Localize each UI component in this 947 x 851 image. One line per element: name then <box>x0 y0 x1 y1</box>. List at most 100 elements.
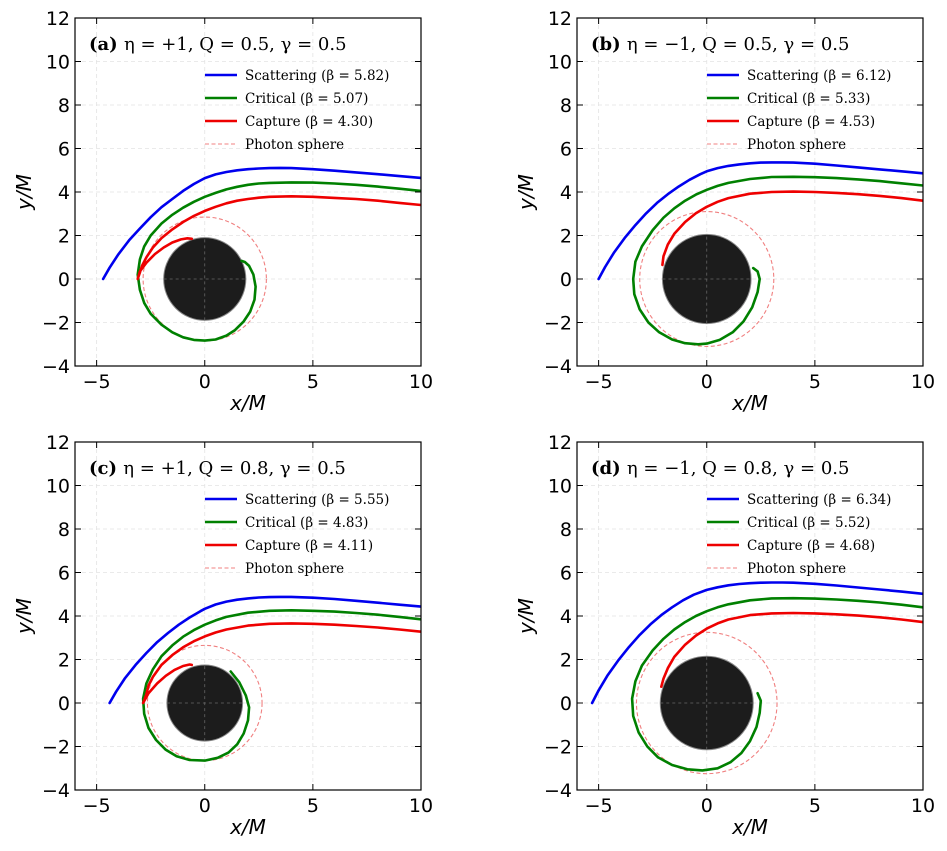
y-tick-label: −2 <box>544 737 572 759</box>
legend-a: Scattering (β = 5.82) Critical (β = 5.07)… <box>205 68 389 153</box>
legend-label: Scattering (β = 5.55) <box>245 492 389 508</box>
x-tick-label: 0 <box>199 371 211 393</box>
y-tick-label: 2 <box>560 226 572 248</box>
y-axis-label: y/M <box>514 598 538 635</box>
y-tick-label: 6 <box>560 563 572 585</box>
legend-label: Scattering (β = 5.82) <box>245 68 389 84</box>
y-tick-label: 10 <box>46 52 70 74</box>
y-tick-label: 12 <box>548 432 572 454</box>
panel-letter: (a) <box>89 34 124 55</box>
y-tick-label: 6 <box>58 139 70 161</box>
legend-label: Critical (β = 5.33) <box>747 91 870 107</box>
y-tick-label: 2 <box>58 650 70 672</box>
y-tick-label: 8 <box>58 519 70 541</box>
x-tick-label: 10 <box>911 795 935 817</box>
series-critical-c <box>141 609 421 762</box>
y-tick-label: 8 <box>560 519 572 541</box>
y-tick-label: 0 <box>560 693 572 715</box>
y-tick-label: 8 <box>560 95 572 117</box>
x-tick-label: 10 <box>409 795 433 817</box>
y-tick-label: −2 <box>544 313 572 335</box>
panel-params: η = −1, Q = 0.5, γ = 0.5 <box>627 34 850 55</box>
series-scattering-d <box>590 581 923 705</box>
x-tick-label: 5 <box>809 795 821 817</box>
y-tick-label: 2 <box>560 650 572 672</box>
x-tick-label: 0 <box>701 795 713 817</box>
legend-label: Photon sphere <box>747 561 846 577</box>
panel-params: η = +1, Q = 0.5, γ = 0.5 <box>124 34 347 55</box>
x-tick-label: 0 <box>701 371 713 393</box>
y-tick-label: 2 <box>58 226 70 248</box>
plot-area-d <box>590 581 923 775</box>
legend-label: Photon sphere <box>245 561 344 577</box>
x-tick-label: 10 <box>911 371 935 393</box>
series-critical-a <box>136 181 421 342</box>
panel-letter: (d) <box>591 458 627 479</box>
legend-label: Critical (β = 5.07) <box>245 91 368 107</box>
y-tick-label: −4 <box>42 356 70 378</box>
y-tick-label: 4 <box>560 182 572 204</box>
x-tick-label: −5 <box>83 371 111 393</box>
y-tick-label: 12 <box>46 8 70 30</box>
panel-a: −5 0 5 10 −4 −2 0 2 4 6 8 10 12 x/M y/M (a) η = +1, Q =… <box>12 8 433 415</box>
legend-d: Scattering (β = 6.34) Critical (β = 5.52)… <box>707 492 891 577</box>
y-tick-label: −4 <box>544 356 572 378</box>
legend-label: Capture (β = 4.11) <box>245 538 373 554</box>
series-capture-a <box>136 195 421 281</box>
y-tick-label: −2 <box>42 737 70 759</box>
y-tick-label: −4 <box>42 780 70 802</box>
legend-label: Scattering (β = 6.34) <box>747 492 891 508</box>
y-tick-label: 0 <box>58 269 70 291</box>
y-tick-label: 8 <box>58 95 70 117</box>
x-tick-label: 10 <box>409 371 433 393</box>
y-tick-label: 4 <box>58 606 70 628</box>
x-tick-label: 5 <box>307 795 319 817</box>
panel-letter: (b) <box>591 34 627 55</box>
panel-title: (d) η = −1, Q = 0.8, γ = 0.5 <box>591 458 849 479</box>
y-axis-label: y/M <box>514 174 538 211</box>
x-tick-label: −5 <box>83 795 111 817</box>
y-tick-label: 10 <box>46 476 70 498</box>
series-capture-b <box>661 190 923 267</box>
y-axis-label: y/M <box>12 174 36 211</box>
panel-title: (a) η = +1, Q = 0.5, γ = 0.5 <box>89 34 347 55</box>
legend-label: Photon sphere <box>245 137 344 153</box>
panel-title: (c) η = +1, Q = 0.8, γ = 0.5 <box>89 458 346 479</box>
x-tick-label: −5 <box>585 795 613 817</box>
photon-sphere-d <box>635 631 778 775</box>
photon-sphere-c <box>146 644 263 762</box>
y-tick-label: 0 <box>560 269 572 291</box>
legend-label: Scattering (β = 6.12) <box>747 68 891 84</box>
series-scattering-b <box>597 161 923 281</box>
panel-c: −5 0 5 10 −4 −2 0 2 4 6 8 10 12 x/M y/M (c) η = +1, Q =… <box>12 432 433 839</box>
x-tick-label: 5 <box>809 371 821 393</box>
series-scattering-c <box>108 595 421 705</box>
legend-label: Critical (β = 4.83) <box>245 515 368 531</box>
y-tick-label: 4 <box>58 182 70 204</box>
legend-label: Critical (β = 5.52) <box>747 515 870 531</box>
series-capture-d <box>660 611 923 688</box>
legend-label: Capture (β = 4.30) <box>245 114 373 130</box>
y-tick-label: 10 <box>548 476 572 498</box>
y-tick-label: 6 <box>560 139 572 161</box>
series-critical-d <box>630 596 923 772</box>
y-axis-label: y/M <box>12 598 36 635</box>
y-tick-label: −2 <box>42 313 70 335</box>
plot-area-c <box>108 595 421 762</box>
x-tick-label: 5 <box>307 371 319 393</box>
plot-area-a <box>101 166 421 342</box>
x-tick-label: 0 <box>199 795 211 817</box>
y-tick-label: 10 <box>548 52 572 74</box>
panel-title: (b) η = −1, Q = 0.5, γ = 0.5 <box>591 34 849 55</box>
x-axis-label: x/M <box>229 815 266 839</box>
series-scattering-a <box>101 166 421 281</box>
panel-params: η = +1, Q = 0.8, γ = 0.5 <box>123 458 346 479</box>
panel-letter: (c) <box>89 458 123 479</box>
legend-b: Scattering (β = 6.12) Critical (β = 5.33)… <box>707 68 891 153</box>
y-tick-label: 4 <box>560 606 572 628</box>
y-tick-label: 12 <box>46 432 70 454</box>
panel-params: η = −1, Q = 0.8, γ = 0.5 <box>627 458 850 479</box>
panel-b: −5 0 5 10 −4 −2 0 2 4 6 8 10 12 x/M y/M (b) η = −1, Q =… <box>514 8 935 415</box>
